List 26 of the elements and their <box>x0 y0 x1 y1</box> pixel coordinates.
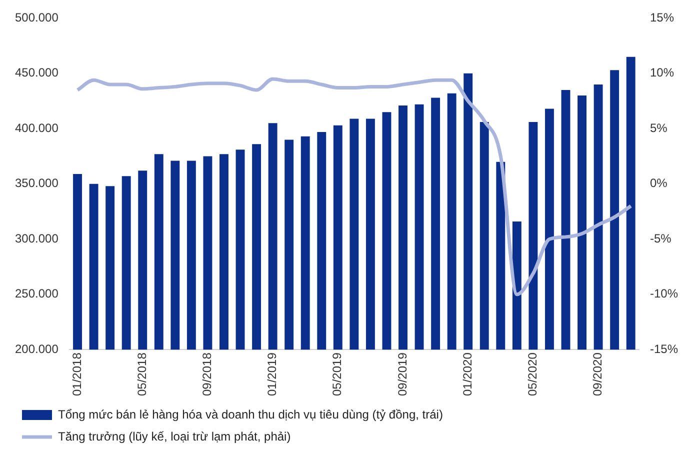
y2-tick-label: -10% <box>650 286 678 301</box>
y-tick-label: 450.000 <box>14 66 59 80</box>
legend-label: Tăng trưởng (lũy kế, loại trừ lạm phát, phải) <box>58 429 291 444</box>
legend-label: Tổng mức bán lẻ hàng hóa và doanh thu dịch vụ tiêu dùng (tỷ đồng, trái) <box>58 407 443 422</box>
y2-tick-label: -5% <box>650 231 672 246</box>
y2-tick-label: -15% <box>650 342 678 356</box>
x-tick-label: 05/2018 <box>134 352 149 396</box>
y-tick-label: 400.000 <box>14 120 59 135</box>
y2-tick-label: 0% <box>650 176 668 190</box>
y-tick-label: 250.000 <box>14 286 59 301</box>
y-tick-label: 200.000 <box>14 342 59 356</box>
x-tick-label: 05/2020 <box>526 352 540 396</box>
x-tick-label: 05/2019 <box>330 352 344 396</box>
x-tick-label: 09/2020 <box>590 352 605 396</box>
x-tick-label: 01/2020 <box>460 352 474 396</box>
y2-tick-label: 10% <box>650 66 674 80</box>
y-tick-label: 350.000 <box>14 176 59 190</box>
y2-tick-label: 5% <box>650 120 668 135</box>
line-series <box>76 77 633 296</box>
x-tick-label: 09/2019 <box>395 352 410 396</box>
x-tick-label: 01/2018 <box>70 352 84 396</box>
x-tick-label: 09/2018 <box>200 352 214 396</box>
y-tick-label: 500.000 <box>14 10 59 25</box>
x-tick-label: 01/2019 <box>265 352 280 396</box>
y2-tick-label: 15% <box>650 10 674 25</box>
y-tick-label: 300.000 <box>14 231 59 246</box>
